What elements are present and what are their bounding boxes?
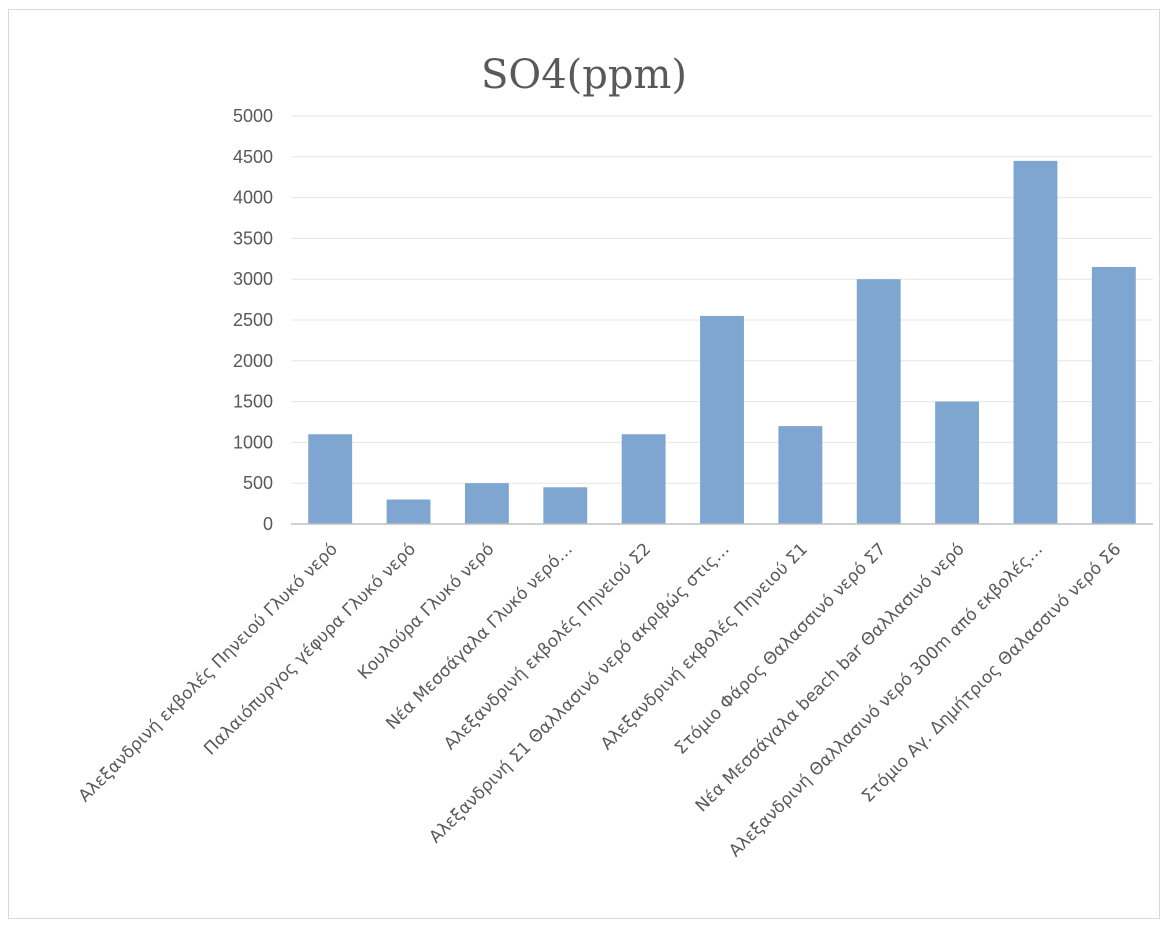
bar-1	[308, 434, 353, 524]
bar-5	[621, 434, 666, 524]
bar-3	[464, 483, 509, 524]
y-tick-label: 1000	[233, 432, 273, 452]
y-tick-label: 2000	[233, 351, 273, 371]
y-tick-labels: 0 500 1000 1500 2000 2500 3000 3500 4000 4500 5000	[233, 106, 273, 534]
x-category-label: Νέα Μεσσάγαλα beach bar Θαλλασινό νερό	[692, 539, 969, 816]
x-category-label: Αλεξανδρινή εκβολές Πηνειού Γλυκό νερό	[75, 539, 342, 806]
so4-bar-chart: SO4(ppm) 0 500 1000 1500 2000 2500 3000 3500 400…	[75, 52, 1153, 861]
x-category-label: Αλεξανδρινή Σ1 Θαλλασινό νερό ακριβώς στ…	[425, 539, 733, 847]
y-tick-label: 5000	[233, 106, 273, 126]
bar-7	[778, 426, 823, 524]
y-tick-label: 3000	[233, 269, 273, 289]
bars	[308, 160, 1136, 524]
bar-6	[700, 315, 744, 524]
bar-11	[1091, 266, 1136, 524]
y-tick-label: 3500	[233, 228, 273, 248]
bar-8	[856, 279, 901, 524]
bar-10	[1013, 160, 1058, 524]
bar-2	[386, 499, 431, 524]
y-tick-label: 0	[263, 514, 273, 534]
chart-frame: SO4(ppm) 0 500 1000 1500 2000 2500 3000 3500 400…	[8, 9, 1160, 919]
y-tick-label: 2500	[233, 310, 273, 330]
chart-title: SO4(ppm)	[481, 52, 687, 98]
y-tick-label: 1500	[233, 392, 273, 412]
y-tick-label: 500	[243, 473, 273, 493]
x-category-label: Κουλούρα Γλυκό νερό	[354, 539, 498, 683]
y-tick-label: 4500	[233, 147, 273, 167]
x-category-labels: Αλεξανδρινή εκβολές Πηνειού Γλυκό νερόΠα…	[75, 539, 1126, 861]
bar-9	[935, 401, 980, 524]
y-tick-label: 4000	[233, 188, 273, 208]
bar-4	[543, 487, 588, 524]
